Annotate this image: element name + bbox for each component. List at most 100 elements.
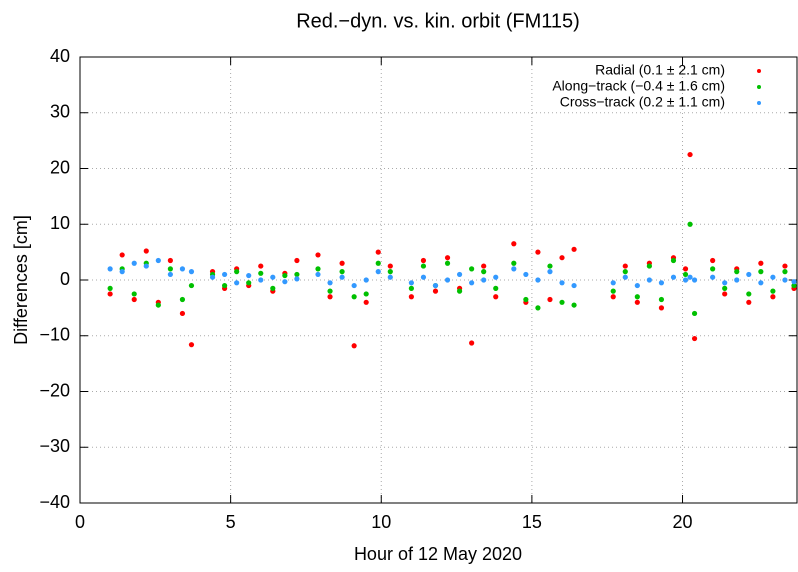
point xyxy=(469,340,475,346)
point xyxy=(523,296,529,303)
point xyxy=(511,260,517,266)
point xyxy=(691,310,698,317)
point xyxy=(246,272,252,279)
point xyxy=(408,285,414,291)
point xyxy=(770,274,776,280)
point xyxy=(469,280,475,286)
point xyxy=(282,279,288,285)
y-tick-label: 40 xyxy=(50,46,70,66)
point xyxy=(107,291,113,297)
point xyxy=(610,294,616,300)
point xyxy=(167,257,173,264)
point xyxy=(188,269,195,275)
point xyxy=(351,282,357,289)
point xyxy=(493,285,499,291)
y-tick-label: −30 xyxy=(39,436,70,456)
point xyxy=(179,296,186,303)
point xyxy=(258,263,264,269)
point xyxy=(327,294,333,300)
point xyxy=(782,269,788,275)
x-tick-label: 20 xyxy=(673,512,693,532)
y-tick-label: 0 xyxy=(60,269,70,289)
point xyxy=(687,274,693,280)
point xyxy=(119,252,125,258)
point xyxy=(188,342,195,348)
point xyxy=(315,271,321,278)
y-axis-label: Differences [cm] xyxy=(11,215,31,345)
plot-frame xyxy=(79,56,798,504)
point xyxy=(270,274,276,280)
point xyxy=(327,288,333,294)
point xyxy=(294,271,300,278)
point xyxy=(682,266,689,272)
point xyxy=(710,266,716,272)
legend-label: Along−track (−0.4 ± 1.6 cm) xyxy=(552,78,725,94)
point xyxy=(456,271,463,278)
point xyxy=(646,263,652,269)
point xyxy=(131,296,137,303)
point xyxy=(234,269,240,275)
legend-marker xyxy=(757,101,761,105)
point xyxy=(375,249,381,255)
point xyxy=(363,299,369,305)
point xyxy=(387,269,393,275)
point xyxy=(559,255,565,261)
point xyxy=(571,282,577,289)
x-tick-label: 10 xyxy=(371,512,391,532)
point xyxy=(646,277,652,283)
point xyxy=(511,266,517,272)
point xyxy=(432,288,439,294)
point xyxy=(444,260,451,266)
y-tick-label: 20 xyxy=(50,157,70,177)
point xyxy=(658,296,665,303)
point xyxy=(746,291,752,297)
point xyxy=(315,266,321,272)
point xyxy=(408,280,414,286)
chart-title: Red.−dyn. vs. kin. orbit (FM115) xyxy=(296,10,580,32)
point xyxy=(282,272,288,279)
point xyxy=(547,263,553,269)
point xyxy=(469,266,475,272)
point xyxy=(420,263,427,269)
point xyxy=(155,257,161,264)
point xyxy=(179,310,186,317)
point xyxy=(143,248,149,254)
point xyxy=(758,280,764,286)
point xyxy=(444,255,451,261)
x-tick-label: 15 xyxy=(522,512,542,532)
point xyxy=(535,249,541,255)
point xyxy=(610,280,616,286)
point xyxy=(179,266,186,272)
point xyxy=(408,294,414,300)
point xyxy=(770,294,776,300)
point xyxy=(791,279,797,285)
point xyxy=(670,257,677,264)
point xyxy=(420,257,427,264)
point xyxy=(547,296,553,303)
point xyxy=(481,263,487,269)
point xyxy=(270,285,276,291)
point xyxy=(782,263,788,269)
point xyxy=(107,266,113,272)
point xyxy=(571,302,577,308)
point xyxy=(107,285,113,291)
point xyxy=(722,291,728,297)
point xyxy=(375,269,381,275)
point xyxy=(722,280,728,286)
x-tick-label: 5 xyxy=(226,512,236,532)
point xyxy=(535,277,541,283)
point xyxy=(481,277,487,283)
point xyxy=(339,274,345,280)
point xyxy=(294,257,300,264)
point xyxy=(351,294,357,300)
point xyxy=(634,299,640,305)
point xyxy=(420,274,427,280)
point xyxy=(658,280,665,286)
x-axis-label: Hour of 12 May 2020 xyxy=(354,544,522,564)
point xyxy=(559,280,565,286)
point xyxy=(622,263,628,269)
point xyxy=(363,277,369,283)
y-tick-label: 10 xyxy=(50,213,70,233)
point xyxy=(258,270,264,276)
